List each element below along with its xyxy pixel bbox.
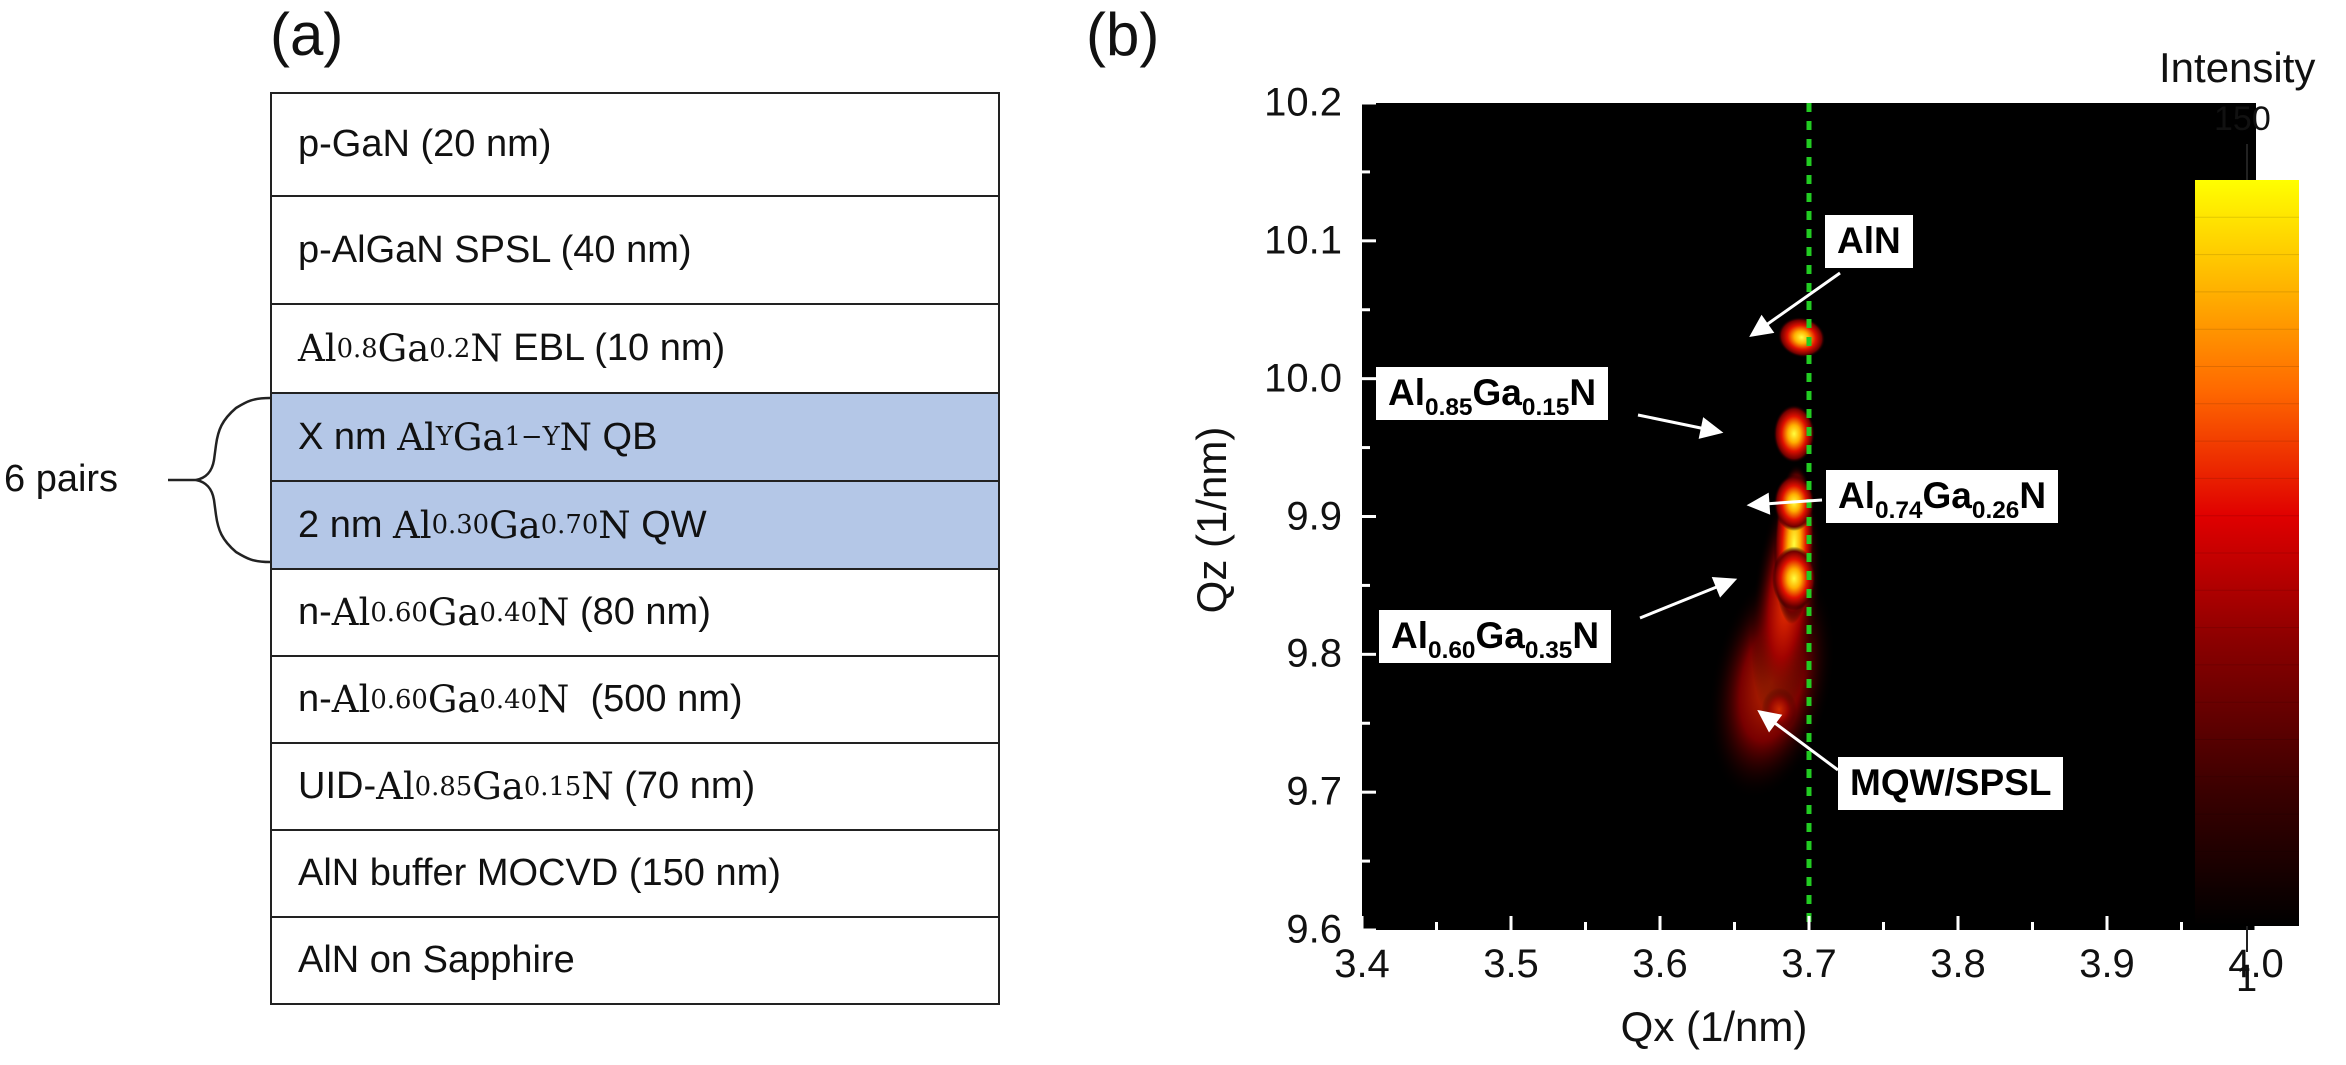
formula-element: Al <box>1388 372 1425 413</box>
formula-element: Al <box>1838 475 1875 516</box>
peak-callout: AlN <box>1825 215 1913 268</box>
panel-a-label: (a) <box>270 1 344 68</box>
formula-element: Ga <box>472 765 524 808</box>
x-tick-label: 3.4 <box>1334 942 1390 986</box>
formula-element: Al <box>331 591 371 634</box>
y-tick-label: 10.1 <box>1264 218 1342 263</box>
layer-prefix: UID- <box>298 765 377 807</box>
layer-5: n- Al 0.60 Ga 0.40 N (80 nm) <box>270 568 1000 657</box>
peak-callout: MQW/SPSL <box>1838 757 2064 810</box>
layer-suffix: (500 nm) <box>569 678 743 720</box>
formula-element: N <box>559 415 592 459</box>
formula-element: N <box>581 765 614 808</box>
formula-element: N <box>1572 615 1600 656</box>
x-tick-label: 3.7 <box>1781 942 1837 986</box>
layer-suffix: QW <box>630 503 707 546</box>
layer-3: X nm Al Y Ga 1−Y N QB <box>270 392 1000 482</box>
layer-1: p-AlGaN SPSL (40 nm) <box>270 195 1000 305</box>
y-tick-label: 9.8 <box>1286 631 1342 676</box>
colorbar-max-label: 150 <box>2214 100 2271 138</box>
layer-label: AlN on Sapphire <box>298 939 575 981</box>
y-tick-label: 10.2 <box>1264 80 1342 125</box>
colorbar-bands <box>2195 216 2299 890</box>
formula-subscript: 0.85 <box>1425 393 1473 421</box>
peak <box>1772 546 1817 611</box>
callout-text: AlN <box>1837 220 1901 261</box>
peak-callout: Al0.74Ga0.26N <box>1826 470 2059 524</box>
formula-element: Al <box>397 415 436 459</box>
x-tick-label: 3.6 <box>1632 942 1688 986</box>
formula-element: N <box>537 678 570 721</box>
y-tick-label: 9.6 <box>1286 907 1342 952</box>
formula-element: N <box>2019 475 2047 516</box>
peak <box>1777 317 1826 358</box>
layer-0: p-GaN (20 nm) <box>270 92 1000 197</box>
formula-element: Ga <box>452 415 505 459</box>
formula-element: Ga <box>427 678 480 721</box>
formula-element: Ga <box>1472 372 1522 413</box>
layer-label: AlN buffer MOCVD (150 nm) <box>298 852 781 894</box>
formula-element: Ga <box>377 327 430 370</box>
panel-b-label: (b) <box>1086 1 1160 68</box>
callout-arrows <box>1637 271 1841 772</box>
colorbar-title: Intensity <box>2159 44 2316 91</box>
formula-element: Ga <box>489 503 541 547</box>
formula-subscript: 0.60 <box>1428 636 1476 664</box>
formula-element: Ga <box>1475 615 1525 656</box>
pairs-bracket <box>168 396 271 564</box>
x-axis-label: Qx (1/nm) <box>1620 1003 1808 1050</box>
peak-callout: Al0.60Ga0.35N <box>1379 610 1612 664</box>
layer-6: n- Al 0.60 Ga 0.40 N (500 nm) <box>270 655 1000 744</box>
formula-element: Ga <box>427 591 480 634</box>
y-axis-label: Qz (1/nm) <box>1188 426 1235 614</box>
formula-element: Al <box>393 503 432 547</box>
layer-9: AlN on Sapphire <box>270 916 1000 1005</box>
pairs-label: 6 pairs <box>4 458 119 500</box>
formula-element: Al <box>331 678 371 721</box>
formula-element: N <box>537 591 570 634</box>
callout-arrow-head <box>1749 314 1775 337</box>
x-tick-label: 3.8 <box>1930 942 1986 986</box>
callout-arrow-head <box>1746 492 1771 515</box>
layer-prefix: X nm <box>298 415 398 458</box>
x-tick-label: 3.5 <box>1483 942 1539 986</box>
layer-prefix: n- <box>298 591 332 633</box>
peak-callout: Al0.85Ga0.15N <box>1376 367 1609 421</box>
colorbar <box>2195 180 2299 926</box>
formula-subscript: 0.15 <box>1521 393 1570 421</box>
layer-label: p-GaN (20 nm) <box>298 123 552 165</box>
layer-suffix: EBL (10 nm) <box>502 327 726 369</box>
layer-prefix: n- <box>298 678 332 720</box>
colorbar-min-label: 1 <box>2236 958 2258 1000</box>
formula-subscript: 0.26 <box>1971 496 2020 524</box>
layer-suffix: QB <box>592 415 658 458</box>
layer-7: UID- Al 0.85 Ga 0.15 N (70 nm) <box>270 742 1000 831</box>
formula-subscript: 0.35 <box>1524 636 1573 664</box>
intensity-map <box>1707 317 1836 800</box>
layer-suffix: (80 nm) <box>569 591 711 633</box>
formula-element: N <box>1569 372 1597 413</box>
formula-subscript: 0.74 <box>1875 496 1923 524</box>
layer-label: p-AlGaN SPSL (40 nm) <box>298 228 692 271</box>
layer-suffix: (70 nm) <box>613 765 756 807</box>
formula-element: Al <box>298 327 337 370</box>
x-tick-label: 4.0 <box>2228 942 2284 986</box>
callout-arrow-head <box>1698 417 1724 439</box>
layer-8: AlN buffer MOCVD (150 nm) <box>270 829 1000 918</box>
y-tick-label: 10.0 <box>1264 356 1342 401</box>
callout-text: MQW/SPSL <box>1850 762 2052 803</box>
formula-element: N <box>470 327 503 370</box>
peak <box>1773 404 1815 463</box>
formula-element: Al <box>1391 615 1428 656</box>
x-tick-label: 3.9 <box>2079 942 2135 986</box>
callout-arrow-head <box>1711 577 1738 598</box>
layer-prefix: 2 nm <box>298 503 394 546</box>
y-tick-label: 9.7 <box>1286 769 1342 814</box>
formula-element: Al <box>376 765 415 808</box>
y-tick-label: 9.9 <box>1286 494 1342 538</box>
formula-element: N <box>598 503 631 547</box>
formula-element: Ga <box>1922 475 1972 516</box>
callout-arrow-head <box>1757 709 1783 733</box>
